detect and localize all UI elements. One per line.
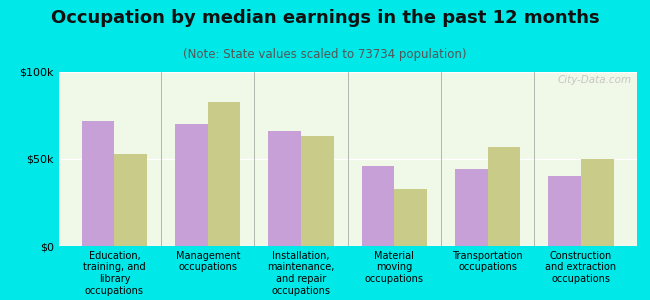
Bar (175, 124, 208, 246)
Bar (395, 189, 427, 246)
Bar (581, 159, 614, 246)
Text: (Note: State values scaled to 73734 population): (Note: State values scaled to 73734 popu… (183, 48, 467, 61)
Text: City-Data.com: City-Data.com (557, 76, 631, 85)
Bar (208, 102, 240, 246)
Bar (362, 166, 395, 246)
Bar (82, 121, 114, 246)
Bar (455, 169, 488, 246)
Bar (301, 136, 333, 246)
Bar (549, 176, 581, 246)
Bar (114, 154, 147, 246)
Bar (268, 131, 301, 246)
Text: Occupation by median earnings in the past 12 months: Occupation by median earnings in the pas… (51, 9, 599, 27)
Bar (488, 147, 521, 246)
